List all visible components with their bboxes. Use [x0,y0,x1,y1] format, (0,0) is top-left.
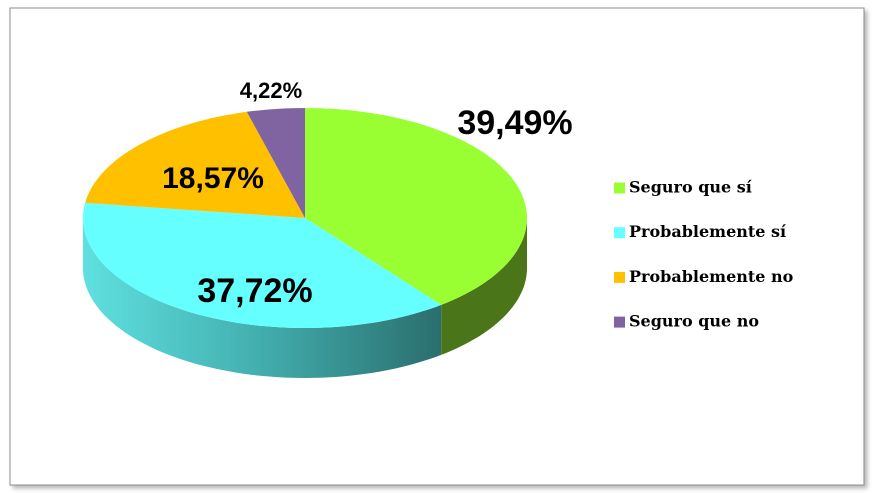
data-label: 37,72% [197,272,312,310]
slice [305,108,527,355]
slice [83,202,442,378]
legend-label: Probablemente sí [629,222,786,241]
slice [85,111,305,218]
legend-label: Seguro que no [629,312,759,331]
legend-label: Seguro que sí [629,178,752,197]
data-label: 39,49% [457,104,572,142]
slice-side [441,218,527,355]
slice [246,108,305,218]
legend-swatch [614,182,625,194]
legend-swatch [614,271,625,283]
slice-side [83,218,442,378]
legend-swatch [614,316,625,328]
data-label: 4,22% [240,78,302,103]
slice-top [305,108,527,305]
slice-top [85,111,305,218]
legend-label: Probablemente no [629,267,794,286]
slice-top [83,202,442,328]
data-label: 18,57% [162,162,264,195]
legend-swatch [614,227,625,239]
slice-top [246,108,305,218]
